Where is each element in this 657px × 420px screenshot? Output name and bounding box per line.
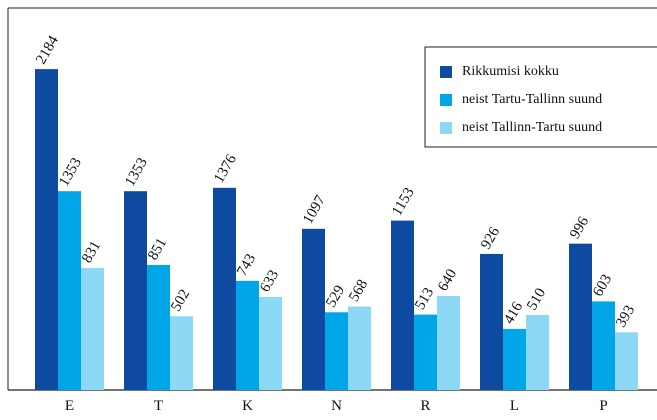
bar (503, 328, 526, 390)
legend-swatch (440, 122, 452, 134)
bar (414, 314, 437, 390)
value-label: 416 (501, 299, 526, 327)
bar (480, 253, 503, 390)
value-label: 640 (435, 266, 460, 293)
bar (259, 296, 282, 390)
bar (35, 69, 58, 391)
bar (170, 316, 193, 390)
value-label: 502 (168, 287, 193, 314)
value-label: 633 (257, 268, 282, 295)
legend-label: neist Tartu-Tallinn suund (462, 92, 602, 107)
bar (391, 220, 414, 390)
bar (81, 267, 104, 390)
value-label: 510 (524, 286, 549, 313)
value-label: 926 (478, 224, 503, 252)
bar (526, 315, 549, 390)
legend-swatch (440, 94, 452, 106)
bar (592, 301, 615, 390)
bar (147, 264, 170, 390)
legend-box (424, 46, 657, 148)
value-label: 743 (234, 251, 259, 278)
bar (348, 306, 371, 390)
value-label: 513 (412, 285, 437, 312)
value-label: 529 (323, 283, 348, 310)
value-label: 2184 (33, 33, 62, 67)
value-label: 996 (567, 214, 592, 242)
bar (58, 191, 81, 390)
value-label: 1153 (389, 185, 418, 219)
value-label: 1353 (122, 155, 151, 189)
value-label: 851 (145, 235, 170, 262)
bar (213, 187, 236, 390)
x-tick-label: P (599, 398, 607, 414)
value-label: 393 (613, 303, 638, 330)
bar (302, 228, 325, 390)
legend-swatch (440, 66, 452, 78)
bar (569, 243, 592, 390)
x-tick-label: T (154, 398, 163, 414)
bar (437, 295, 460, 390)
value-label: 1097 (300, 192, 329, 226)
bar (124, 191, 147, 390)
x-tick-label: L (510, 398, 519, 414)
value-label: 568 (346, 277, 371, 304)
x-tick-label: K (242, 398, 253, 414)
value-label: 1353 (56, 155, 85, 189)
bar (615, 332, 638, 390)
value-label: 831 (79, 238, 104, 265)
legend-label: neist Tallinn-Tartu suund (462, 120, 602, 135)
legend-label: Rikkumisi kokku (462, 64, 559, 79)
x-tick-label: N (331, 398, 342, 414)
bar (325, 312, 348, 390)
value-label: 1376 (211, 151, 240, 185)
x-tick-label: E (65, 398, 74, 414)
bar (236, 280, 259, 390)
value-label: 603 (590, 272, 615, 299)
x-tick-label: R (420, 398, 430, 414)
